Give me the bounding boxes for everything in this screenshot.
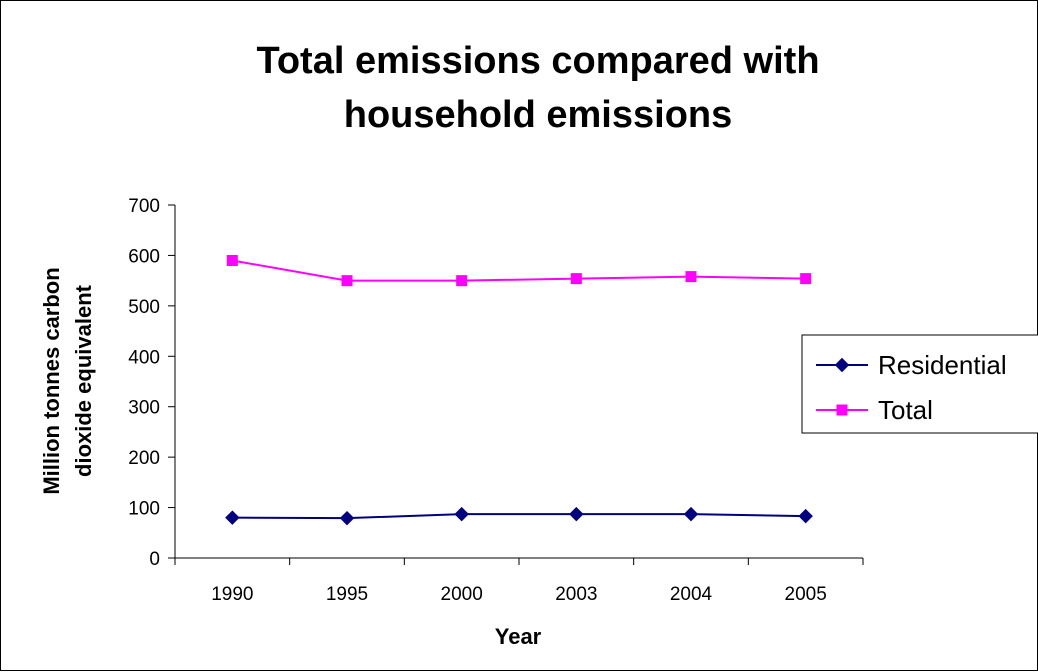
legend-item-total: Total xyxy=(816,395,933,425)
data-point-total xyxy=(456,275,468,287)
legend-marker-total xyxy=(836,404,848,416)
y-tick-label: 400 xyxy=(128,347,160,368)
y-tick-label: 300 xyxy=(128,398,160,419)
series-residential xyxy=(225,506,813,526)
y-axis-title-line-2: dioxide equivalent xyxy=(71,284,96,477)
data-point-residential xyxy=(569,506,584,522)
chart-title-line-1: Total emissions compared with xyxy=(256,40,819,82)
series-line-total xyxy=(232,259,806,282)
data-point-total xyxy=(570,273,582,285)
data-point-total xyxy=(226,254,238,266)
axes: 0 100 200 300 400 500 600 700 1990 1995 2000 2003 20… xyxy=(128,196,864,605)
series-total xyxy=(226,254,812,287)
y-axis-title-line-1: Million tonnes carbon xyxy=(39,267,64,494)
series-layer xyxy=(225,254,813,526)
data-point-residential xyxy=(454,506,469,522)
legend-label-residential: Residential xyxy=(878,350,1007,380)
data-point-residential xyxy=(683,506,699,522)
x-tick-label: 2003 xyxy=(555,584,597,605)
y-tick-label: 0 xyxy=(149,549,160,570)
y-tick-label: 500 xyxy=(128,297,160,318)
legend-label-total: Total xyxy=(878,395,933,425)
y-tick-label: 100 xyxy=(128,499,160,520)
legend: Residential Total xyxy=(801,334,1038,434)
series-line-residential xyxy=(232,513,806,520)
x-tick-label: 1995 xyxy=(326,584,368,605)
x-axis-title: Year xyxy=(495,624,542,649)
data-point-total xyxy=(685,271,697,283)
x-tick-label: 1990 xyxy=(211,584,253,605)
legend-box xyxy=(801,334,1038,434)
data-point-total xyxy=(341,275,353,287)
data-point-residential xyxy=(339,510,355,526)
data-point-residential xyxy=(798,508,813,524)
data-point-residential xyxy=(225,510,240,525)
y-tick-label: 600 xyxy=(128,246,160,267)
chart-title-line-2: household emissions xyxy=(344,94,733,136)
legend-item-residential: Residential xyxy=(816,350,1007,380)
legend-items: Residential Total xyxy=(816,350,1007,425)
legend-marker-residential xyxy=(834,357,850,373)
y-tick-label: 200 xyxy=(128,448,160,469)
x-tick-label: 2004 xyxy=(670,584,713,605)
x-tick-label: 2005 xyxy=(785,584,827,605)
y-axis-title: Million tonnes carbon dioxide equivalent xyxy=(39,267,96,494)
data-point-total xyxy=(800,273,812,285)
x-tick-label: 2000 xyxy=(441,584,483,605)
y-tick-label: 700 xyxy=(128,196,160,217)
